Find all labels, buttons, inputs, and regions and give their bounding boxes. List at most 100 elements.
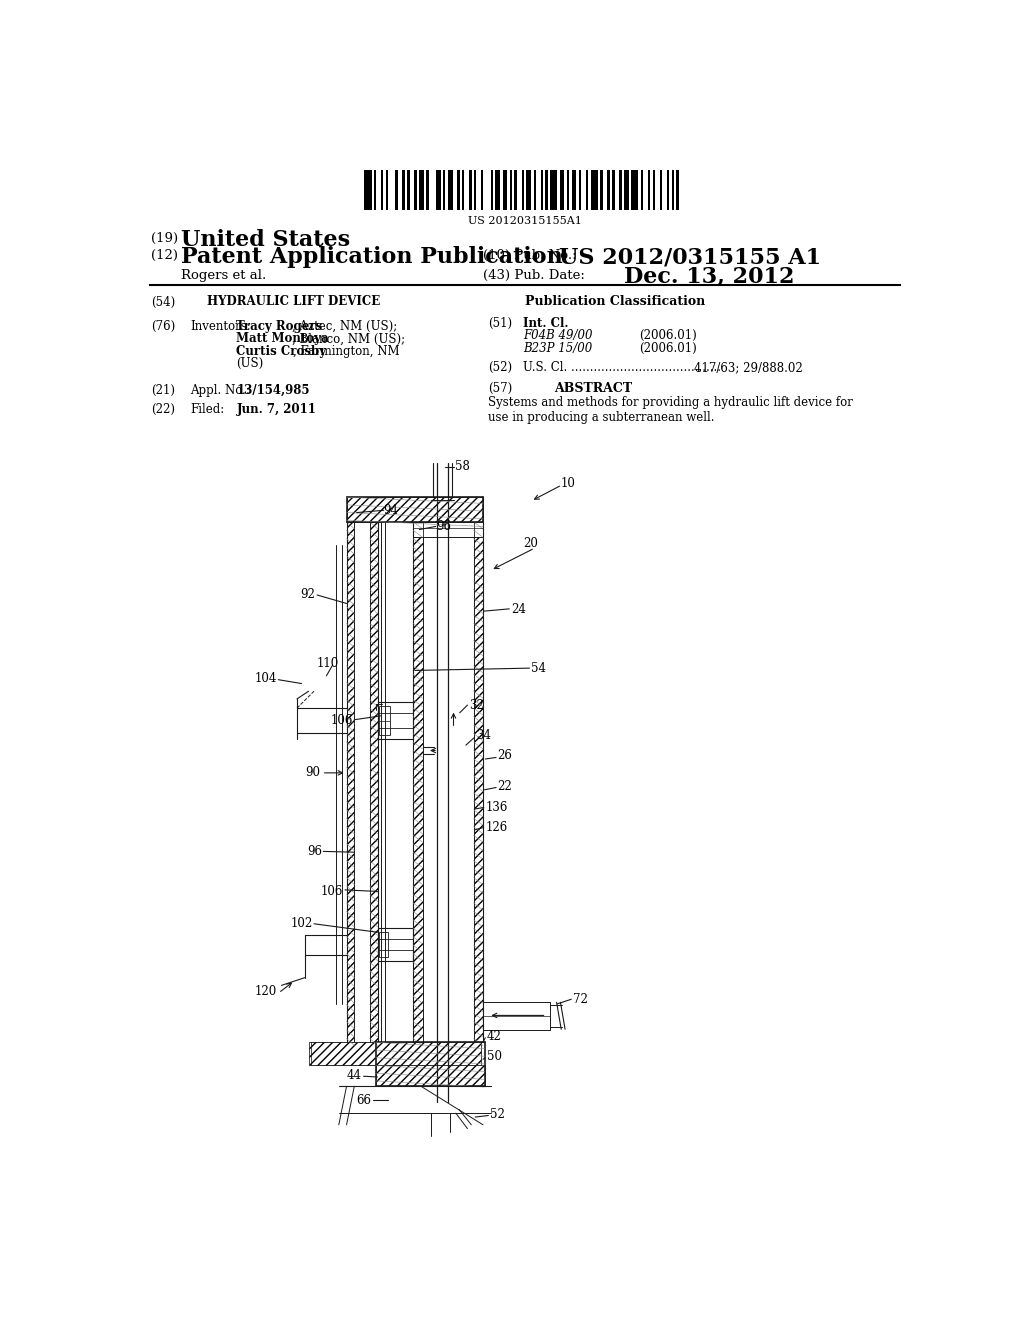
Bar [419,170,424,210]
Text: 120: 120 [255,985,276,998]
Text: ABSTRACT: ABSTRACT [554,381,632,395]
Bar [379,706,390,735]
Text: 34: 34 [476,730,490,742]
Text: 26: 26 [498,750,513,763]
Text: Systems and methods for providing a hydraulic lift device for
use in producing a: Systems and methods for providing a hydr… [488,396,853,424]
Text: (51): (51) [488,317,512,330]
Bar [311,1043,481,1065]
Text: Tracy Rogers: Tracy Rogers [237,321,323,333]
Bar [469,170,472,210]
Text: US 20120315155A1: US 20120315155A1 [468,216,582,226]
Text: 42: 42 [486,1031,502,1044]
Bar [462,170,465,210]
Bar [379,932,388,957]
Bar [376,1065,484,1086]
Bar [607,170,609,210]
Text: 104: 104 [254,672,276,685]
Bar [414,521,423,1043]
Text: 102: 102 [290,916,312,929]
Bar [381,170,383,210]
Bar [414,521,483,537]
Text: Jun. 7, 2011: Jun. 7, 2011 [237,404,316,416]
Bar [586,170,589,210]
Text: 92: 92 [301,589,315,602]
Text: (12): (12) [152,249,178,263]
Text: (10) Pub. No.:: (10) Pub. No.: [483,249,577,263]
Bar [370,521,378,1043]
Text: US 2012/0315155 A1: US 2012/0315155 A1 [559,246,821,268]
Bar [560,170,564,210]
Bar [579,170,582,210]
Bar [659,170,663,210]
Text: 24: 24 [511,603,525,616]
Bar [648,170,650,210]
Bar [503,170,507,210]
Bar [496,170,500,210]
Text: 66: 66 [356,1094,372,1107]
Text: (54): (54) [152,296,175,309]
Bar [541,170,543,210]
Text: 96: 96 [307,845,322,858]
Text: Inventors:: Inventors: [190,321,251,333]
Text: (2006.01): (2006.01) [640,330,697,342]
Bar [600,170,602,210]
Text: 136: 136 [485,801,508,814]
Bar [550,170,557,210]
Text: , Farmington, NM: , Farmington, NM [293,345,399,358]
Bar [546,170,548,210]
Bar [426,170,429,210]
Text: 90: 90 [305,767,321,779]
Bar [415,170,417,210]
Text: Appl. No.:: Appl. No.: [190,384,250,397]
Bar [624,170,629,210]
Bar [521,170,524,210]
Bar [591,170,598,210]
Text: 52: 52 [489,1109,505,1121]
Bar [436,170,440,210]
Text: 58: 58 [455,459,470,473]
Bar [677,170,679,210]
Text: Rogers et al.: Rogers et al. [180,268,266,281]
Text: 110: 110 [317,657,339,671]
Text: Int. Cl.: Int. Cl. [523,317,568,330]
Text: 54: 54 [531,663,546,676]
Text: United States: United States [180,230,350,251]
Text: (US): (US) [237,358,264,370]
Text: (57): (57) [488,381,513,395]
Bar [667,170,670,210]
Text: (76): (76) [152,321,175,333]
Bar [365,170,372,210]
Text: 126: 126 [485,821,508,834]
Bar [526,170,531,210]
Text: 50: 50 [486,1051,502,1064]
Text: (52): (52) [488,360,512,374]
Text: 13/154,985: 13/154,985 [237,384,310,397]
Text: 32: 32 [469,698,484,711]
Text: B23P 15/00: B23P 15/00 [523,342,593,355]
Bar [408,170,410,210]
Text: 96: 96 [436,520,452,533]
Bar [652,170,655,210]
Bar [571,170,577,210]
Text: Filed:: Filed: [190,404,224,416]
Text: 10: 10 [560,477,575,490]
Bar [378,928,414,961]
Text: U.S. Cl. ........................................: U.S. Cl. ...............................… [523,360,721,374]
Text: HYDRAULIC LIFT DEVICE: HYDRAULIC LIFT DEVICE [207,296,380,309]
Bar [483,1002,550,1030]
Bar [672,170,674,210]
Text: Publication Classification: Publication Classification [524,296,706,309]
Bar [474,170,476,210]
Text: 106: 106 [331,714,352,727]
Bar [612,170,614,210]
Text: 72: 72 [572,993,588,1006]
Text: (43) Pub. Date:: (43) Pub. Date: [483,268,585,281]
Bar [510,170,512,210]
Bar [534,170,536,210]
Text: (22): (22) [152,404,175,416]
Text: Curtis Crosby: Curtis Crosby [237,345,327,358]
Bar [378,702,414,739]
Text: 44: 44 [347,1069,362,1082]
Bar [481,170,483,210]
Bar [567,170,569,210]
